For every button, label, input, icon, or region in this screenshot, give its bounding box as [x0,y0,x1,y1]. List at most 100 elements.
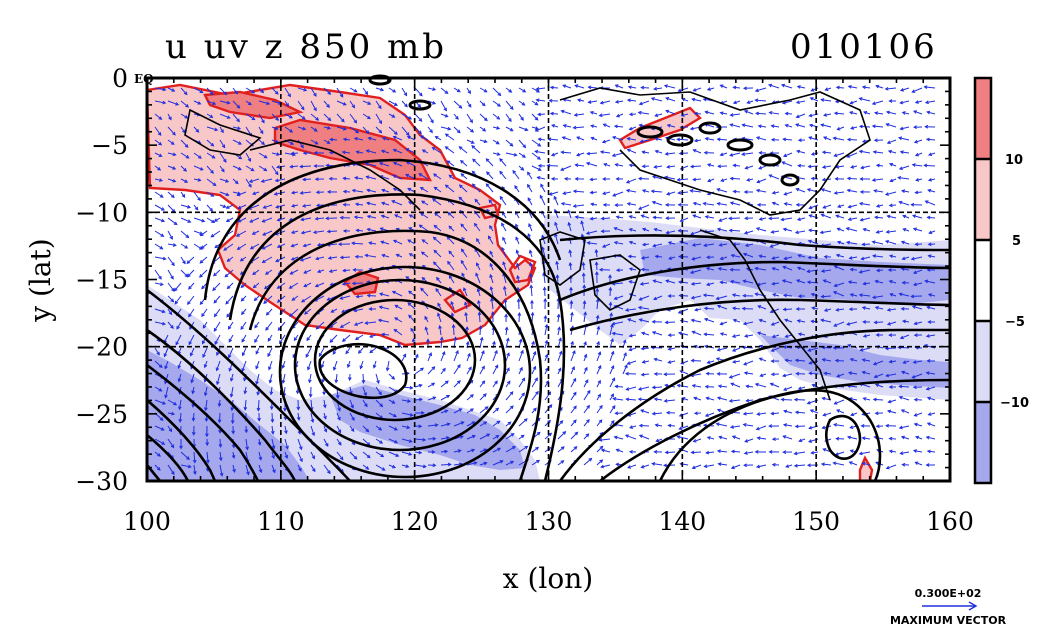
wind-vector [219,126,224,134]
wind-vector [297,113,306,120]
wind-vector [598,438,611,442]
wind-vector [599,150,611,154]
wind-vector [466,87,471,95]
wind-vector [874,411,884,416]
wind-vector [754,98,767,103]
height-contour-line [559,260,951,302]
wind-vector [888,436,897,441]
wind-vector [833,422,845,427]
wind-vector [730,449,741,454]
wind-vector [273,191,286,196]
wind-vector [594,248,599,258]
wind-vector [240,295,247,302]
wind-vector [846,321,858,326]
wind-vector [679,217,689,222]
wind-vector [217,412,222,424]
wind-vector [388,126,398,135]
wind-vector [534,149,546,154]
wind-vector [302,151,312,156]
wind-vector [743,109,754,115]
wind-vector [886,139,897,145]
wind-vector [310,100,317,112]
wind-vector [359,360,364,370]
wind-vector [369,347,377,354]
wind-vector [743,371,754,375]
wind-vector [264,269,273,275]
wind-vector [927,412,936,416]
wind-vector [407,239,416,245]
wind-vector [665,109,676,115]
wind-vector [313,150,325,155]
wind-vector [180,217,192,223]
wind-vector [611,331,624,336]
negative-region-dark [760,335,950,388]
wind-vector [489,262,494,271]
wind-vector [253,295,260,302]
wind-vector [418,224,429,232]
wind-vector [401,353,407,362]
equator-label: EQ [134,72,154,86]
wind-vector [771,334,780,339]
wind-vector [717,164,728,169]
wind-vector [871,178,884,182]
wind-vector [716,371,728,376]
wind-vector [703,306,715,311]
wind-vector [432,236,442,245]
wind-vector [833,399,845,405]
wind-vector [380,214,390,219]
wind-vector [885,373,897,378]
wind-vector [912,385,923,390]
wind-vector [290,256,299,261]
wind-vector [167,165,177,170]
wind-vector [576,98,585,103]
wind-vector [219,87,228,96]
wind-vector [245,178,252,188]
wind-vector [414,450,423,455]
wind-vector [756,412,767,416]
wind-vector [609,364,615,375]
wind-vector [297,87,308,92]
wind-vector [705,266,715,271]
wind-vector [667,294,676,298]
wind-vector [329,334,338,343]
wind-vector [267,347,273,358]
wind-vector [835,436,845,441]
wind-vector [225,204,234,209]
wind-vector [167,113,172,121]
wind-vector [594,261,599,271]
wind-vector [365,175,377,180]
wind-vector [316,242,325,247]
wind-vector [299,256,312,262]
wind-vector [281,373,286,384]
wind-vector [479,433,491,440]
wind-vector [391,200,403,206]
wind-vector [583,457,593,466]
wind-vector [676,177,689,182]
wind-vector [342,189,351,194]
wind-vector [692,214,702,219]
wind-vector [515,236,520,245]
wind-vector [180,178,189,183]
wind-vector [849,267,858,272]
wind-vector [257,412,261,422]
wind-vector [466,434,476,440]
wind-vector [232,139,242,145]
wind-vector [728,399,741,403]
wind-vector [678,331,689,336]
wind-vector [638,318,650,323]
wind-vector [898,165,910,171]
wind-vector [388,451,400,457]
wind-vector [223,243,234,251]
wind-vector [353,308,364,313]
wind-vector [337,242,351,247]
wind-vector [448,274,455,284]
wind-vector [691,384,702,388]
wind-vector [489,273,494,284]
wind-vector [193,217,206,223]
wind-vector [464,311,468,323]
wind-vector [180,191,186,198]
wind-vector [252,282,260,289]
wind-vector [306,334,312,342]
wind-vector [771,201,780,206]
wind-vector [569,299,574,310]
